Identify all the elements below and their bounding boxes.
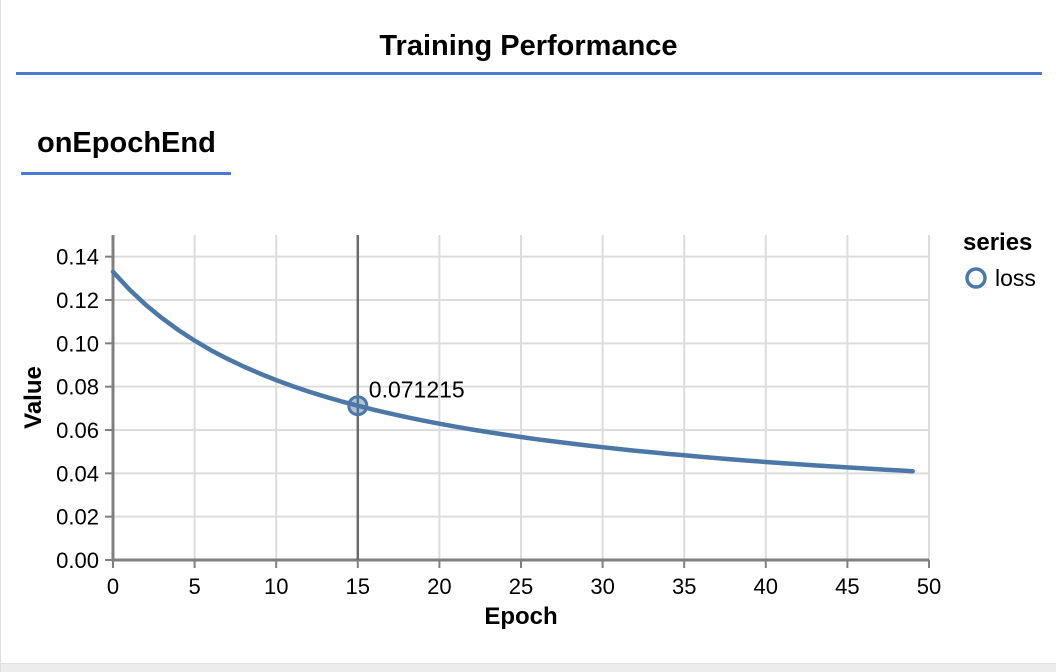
x-axis-title: Epoch — [484, 603, 557, 630]
x-tick-label: 20 — [427, 574, 451, 599]
section-divider — [21, 172, 231, 175]
x-tick-label: 0 — [107, 574, 119, 599]
x-tick-label: 50 — [917, 574, 941, 599]
page-title: Training Performance — [379, 30, 678, 62]
y-tick-label: 0.12 — [56, 288, 99, 313]
legend-loss-marker-icon — [965, 267, 987, 289]
axis-layer — [105, 235, 930, 568]
chart-legend: series loss — [963, 229, 1036, 291]
series-layer — [110, 269, 915, 474]
y-tick-label: 0.14 — [56, 245, 99, 270]
tick-label-layer: 0.00 0.02 0.04 0.06 0.08 0.10 0.12 0.14 0 5 10 15 20… — [56, 245, 941, 599]
loss-chart[interactable]: 0.071215 0.00 0.02 0.04 0.06 0.08 0.10 0.12 0.1… — [1, 220, 1056, 650]
footer-scroll-bar — [1, 663, 1056, 672]
data-point-marker[interactable] — [347, 395, 369, 417]
x-tick-label: 40 — [754, 574, 778, 599]
title-divider — [16, 72, 1042, 75]
x-tick-label: 25 — [509, 574, 533, 599]
x-tick-label: 15 — [346, 574, 370, 599]
y-tick-label: 0.06 — [56, 418, 99, 443]
y-tick-label: 0.02 — [56, 505, 99, 530]
y-tick-label: 0.00 — [56, 548, 99, 573]
section-heading-on-epoch-end: onEpochEnd — [37, 127, 216, 159]
gridline-layer — [113, 235, 930, 560]
legend-loss-label: loss — [995, 265, 1036, 291]
x-tick-label: 5 — [188, 574, 200, 599]
loss-line — [110, 269, 915, 474]
y-axis-title: Value — [20, 366, 47, 429]
x-tick-label: 35 — [672, 574, 696, 599]
tooltip-value: 0.071215 — [369, 377, 465, 403]
y-tick-label: 0.10 — [56, 331, 99, 356]
highlight-layer: 0.071215 — [347, 377, 465, 417]
y-tick-label: 0.08 — [56, 375, 99, 400]
x-tick-label: 10 — [264, 574, 288, 599]
x-tick-label: 45 — [835, 574, 859, 599]
y-tick-label: 0.04 — [56, 461, 99, 486]
x-tick-label: 30 — [590, 574, 614, 599]
legend-title: series — [963, 229, 1032, 256]
